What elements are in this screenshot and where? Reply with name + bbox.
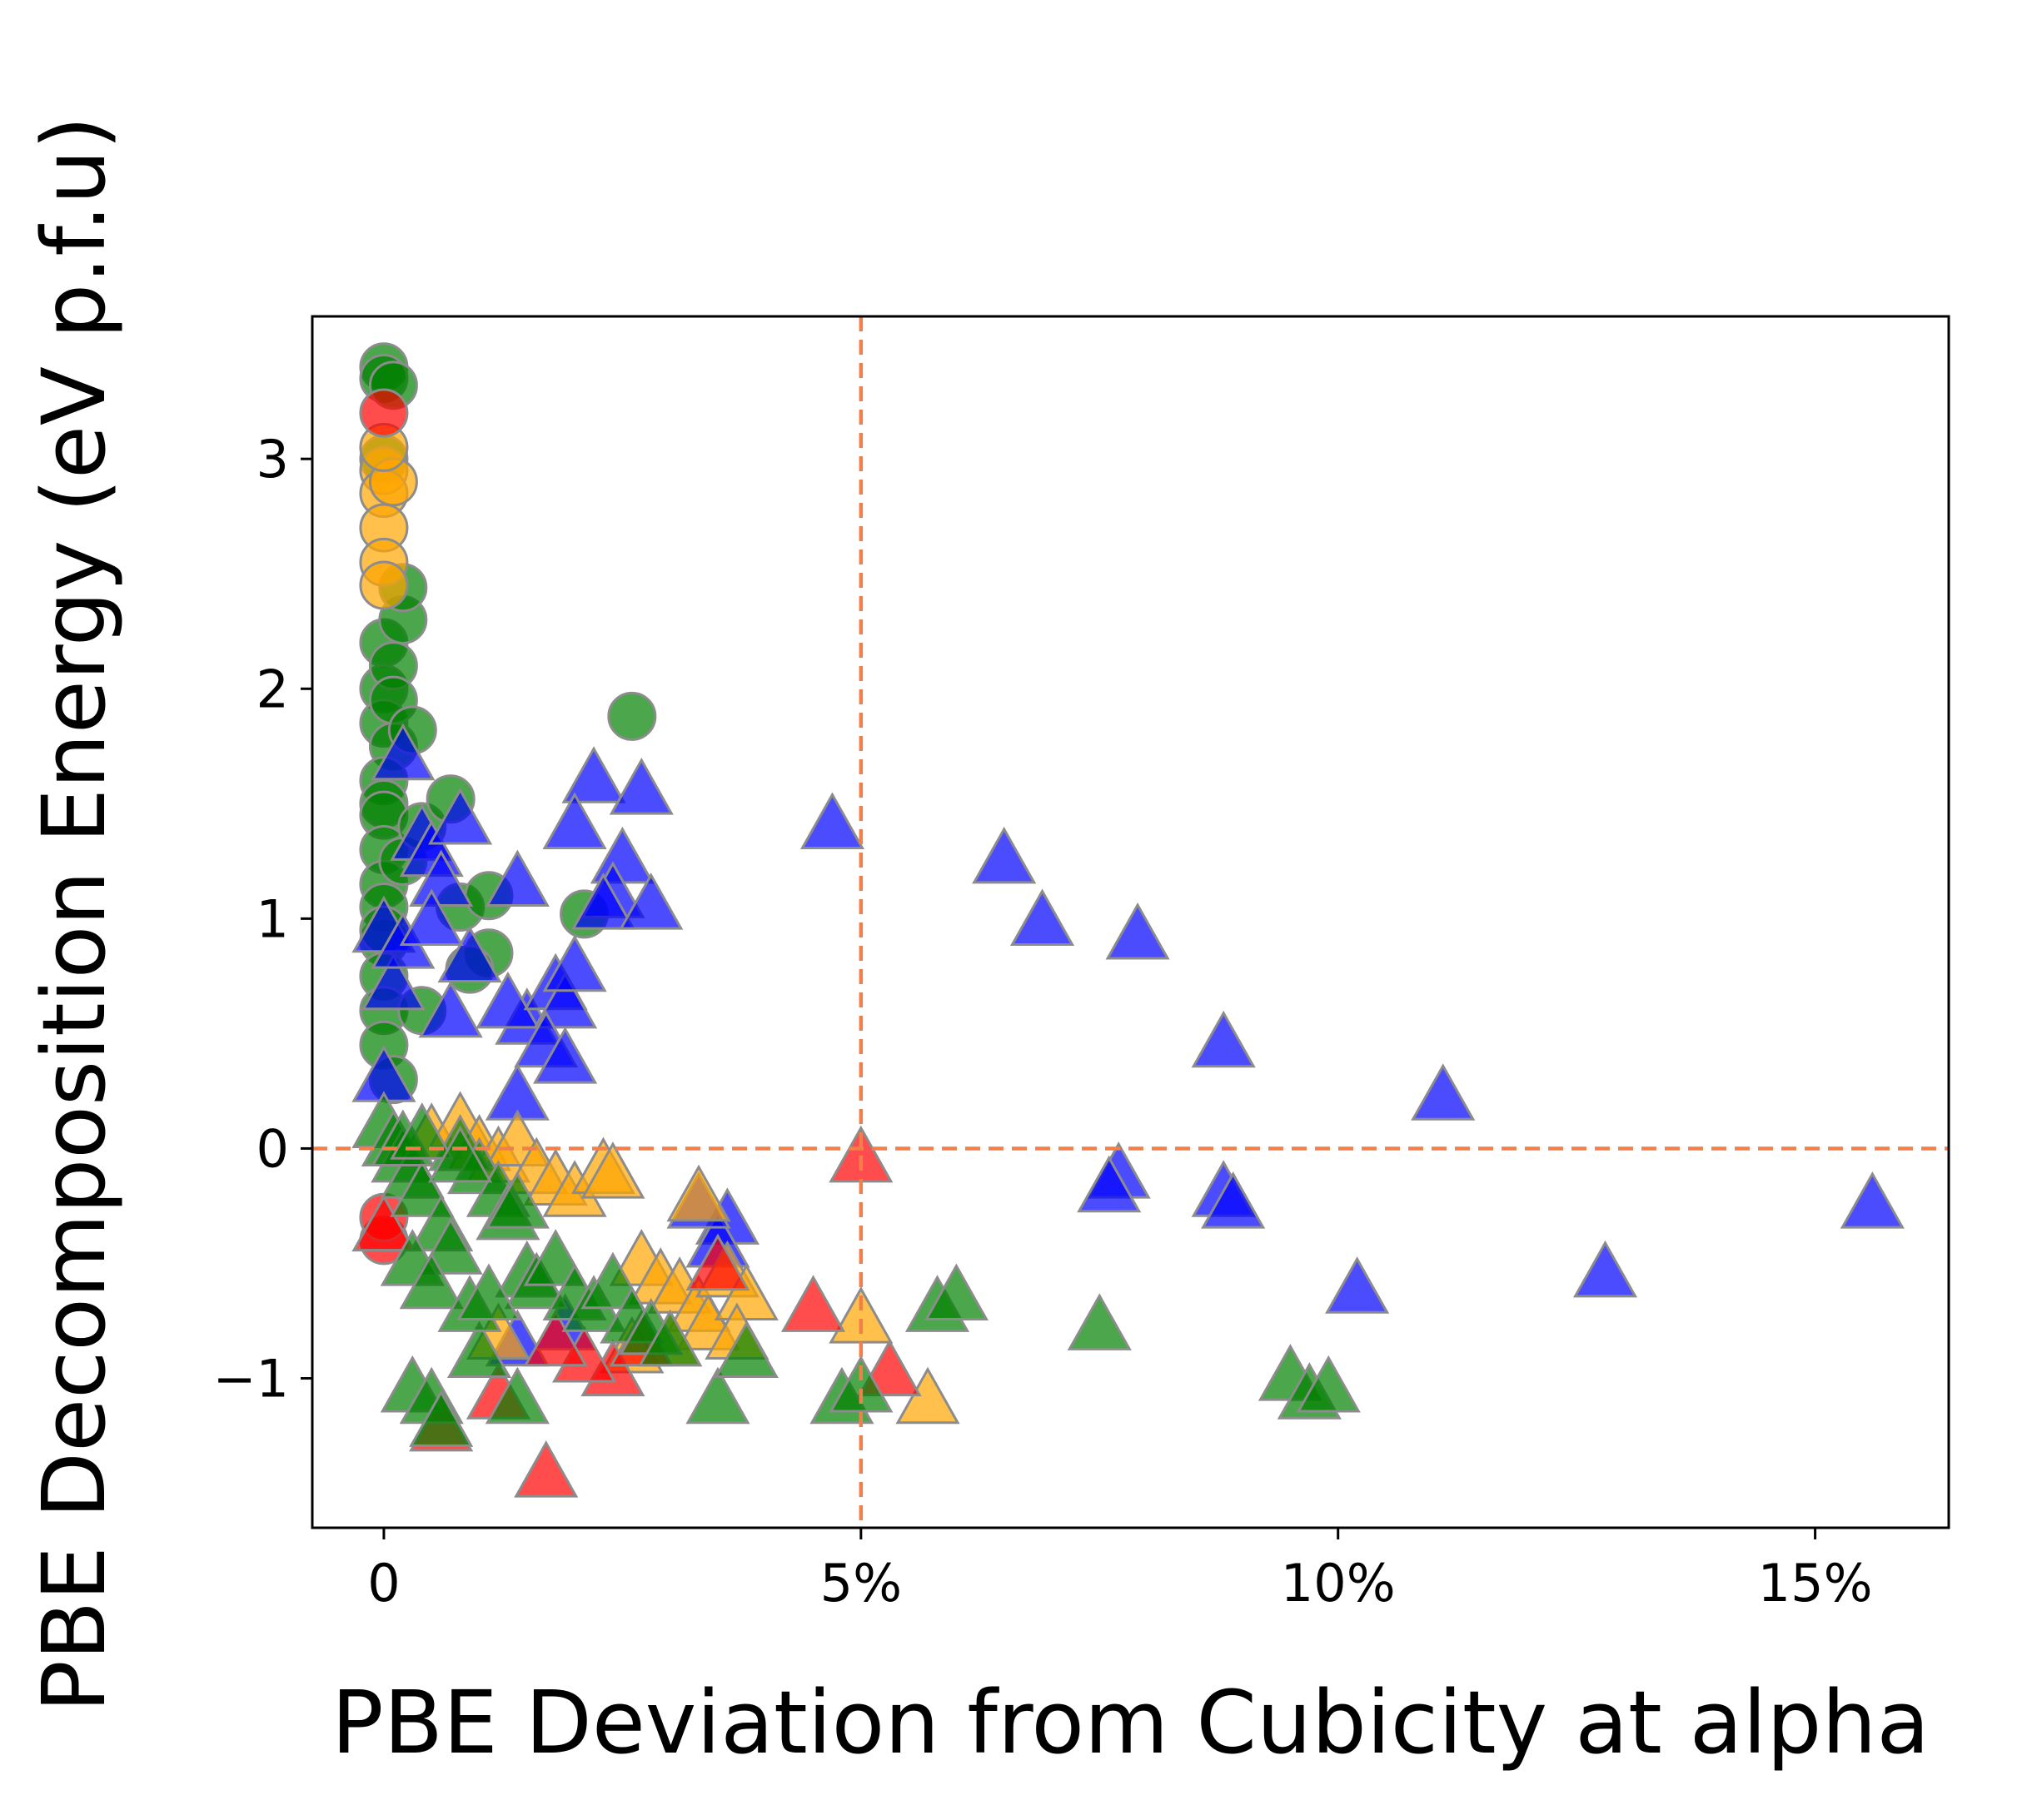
triangle-point — [1067, 1293, 1132, 1350]
y-axis-title: PBE Decomposition Energy (eV p.f.u) — [23, 116, 125, 1713]
triangle-point — [542, 792, 607, 850]
triangle-point — [437, 925, 502, 983]
triangle-point — [428, 787, 493, 845]
triangle-point — [561, 746, 626, 803]
triangle-point — [533, 1027, 598, 1084]
y-tick-label: 2 — [256, 659, 289, 719]
triangle-point — [638, 1309, 703, 1367]
triangle-point — [399, 1251, 464, 1310]
y-tick-label: 3 — [256, 429, 289, 490]
triangle-point — [418, 980, 483, 1038]
triangle-point — [1325, 1256, 1390, 1314]
x-axis-title: PBE Deviation from Cubicity at alpha — [331, 1672, 1930, 1773]
triangle-point — [570, 873, 636, 930]
triangle-point — [542, 934, 607, 992]
triangle-point — [972, 826, 1037, 884]
triangle-point — [609, 758, 674, 815]
triangle-point — [685, 1366, 750, 1425]
triangle-point — [685, 1233, 750, 1291]
x-tick-label: 15% — [1758, 1553, 1873, 1614]
triangle-point — [714, 1320, 779, 1379]
triangle-point — [1411, 1063, 1476, 1121]
circle-point — [359, 560, 409, 610]
triangle-point — [361, 952, 426, 1011]
circle-point — [359, 388, 409, 438]
triangle-point — [590, 826, 655, 884]
plot-area-frame — [311, 315, 1950, 1529]
triangle-point — [829, 1355, 894, 1413]
y-tick-label: 1 — [256, 888, 289, 949]
triangle-point — [485, 849, 550, 908]
y-tick-label: 0 — [256, 1118, 289, 1179]
triangle-point — [476, 971, 540, 1029]
triangle-point — [580, 1141, 645, 1199]
circle-point — [607, 691, 657, 741]
x-tick-label: 5% — [820, 1553, 902, 1614]
triangle-point — [619, 873, 684, 930]
triangle-point — [371, 723, 436, 781]
triangle-point — [514, 1440, 579, 1498]
x-tick-label: 10% — [1281, 1553, 1396, 1614]
triangle-point — [485, 1171, 550, 1229]
triangle-point — [1296, 1355, 1361, 1413]
triangle-point — [485, 1366, 550, 1425]
triangle-point — [409, 849, 474, 908]
triangle-point — [523, 1309, 588, 1367]
x-tick-label: 0 — [367, 1553, 400, 1614]
triangle-point — [390, 1102, 455, 1160]
triangle-point — [446, 1320, 512, 1379]
triangle-point — [1201, 1171, 1266, 1229]
y-tick-label: −1 — [213, 1349, 289, 1410]
triangle-point — [1105, 902, 1170, 960]
triangle-point — [780, 1275, 846, 1332]
triangle-point — [428, 1125, 493, 1183]
triangle-point — [399, 888, 464, 946]
triangle-point — [1009, 888, 1075, 946]
triangle-point — [1077, 1155, 1142, 1213]
triangle-point — [714, 1263, 779, 1321]
triangle-point — [1840, 1171, 1905, 1229]
triangle-point — [351, 1194, 416, 1252]
triangle-point — [1191, 1010, 1256, 1068]
triangle-point — [456, 1263, 521, 1321]
triangle-point — [1572, 1240, 1638, 1298]
triangle-point — [924, 1263, 989, 1321]
triangle-point — [666, 1164, 731, 1222]
triangle-point — [799, 792, 865, 850]
triangle-point — [409, 1390, 474, 1447]
